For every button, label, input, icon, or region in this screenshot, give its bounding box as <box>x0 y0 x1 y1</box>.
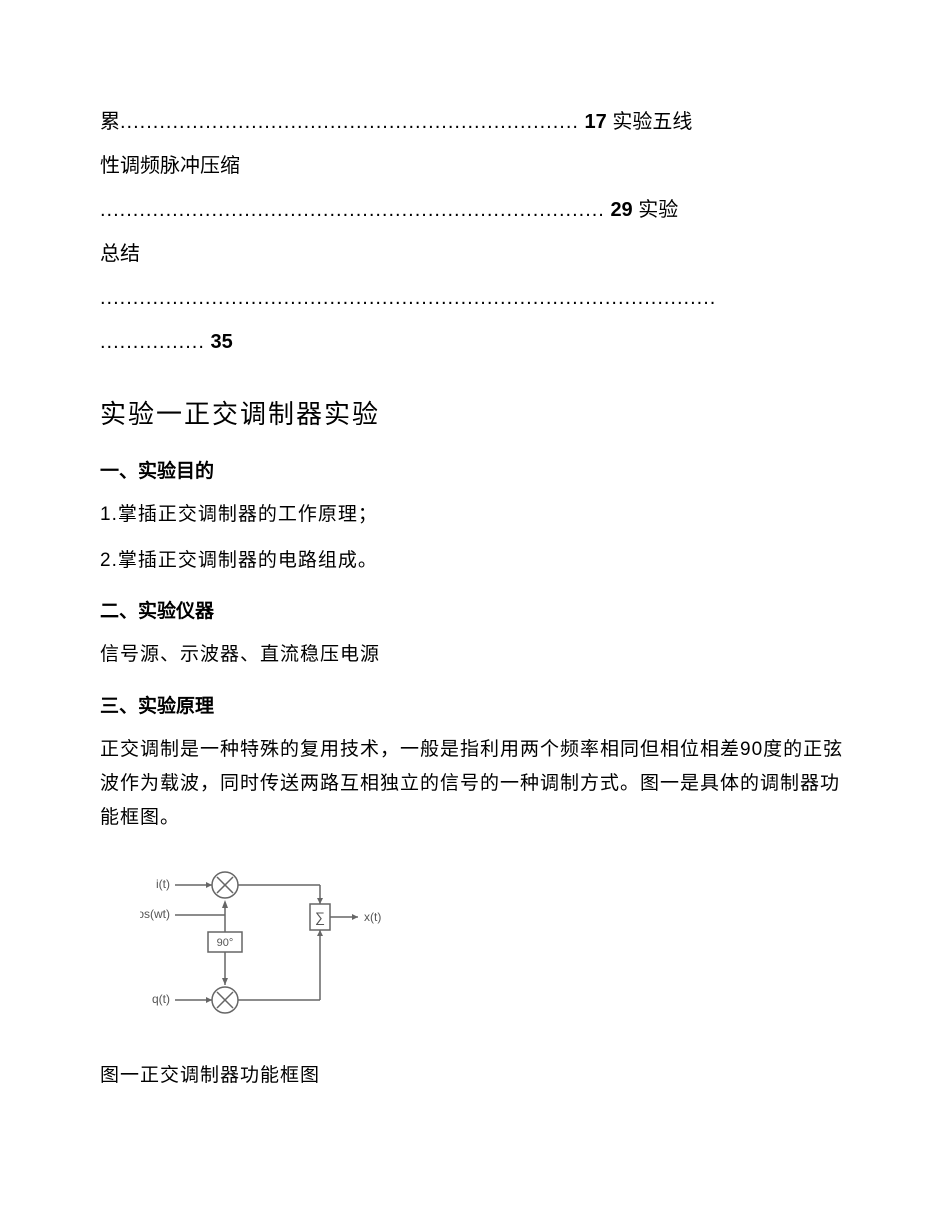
figure-caption: 图一正交调制器功能框图 <box>100 1060 850 1087</box>
toc-page: 35 <box>210 331 232 353</box>
section1-item2: 2.掌插正交调制器的电路组成。 <box>100 544 850 578</box>
subsection-2-title: 二、实验仪器 <box>100 596 850 623</box>
toc-line-1: 累.......................................… <box>100 100 850 144</box>
toc-page: 17 <box>585 111 607 133</box>
modulator-diagram: i(t) cos(wt) 90° q(t) <box>140 860 400 1040</box>
label-i: i(t) <box>156 877 170 891</box>
toc-dots: ........................................… <box>120 111 579 133</box>
section2-content: 信号源、示波器、直流稳压电源 <box>100 638 850 672</box>
diagram-svg: i(t) cos(wt) 90° q(t) <box>140 860 400 1040</box>
toc-dots: ........................................… <box>100 287 716 309</box>
toc-dots: ........................................… <box>100 199 605 221</box>
toc-prefix: 累 <box>100 111 120 133</box>
section1-item1: 1.掌插正交调制器的工作原理； <box>100 498 850 532</box>
toc-section: 累.......................................… <box>100 100 850 364</box>
subsection-3-title: 三、实验原理 <box>100 691 850 718</box>
section3-content: 正交调制是一种特殊的复用技术，一般是指利用两个频率相同但相位相差90度的正弦波作… <box>100 733 850 836</box>
toc-line-6: ................ 35 <box>100 320 850 364</box>
toc-dots: ................ <box>100 331 205 353</box>
toc-suffix: 实验 <box>633 199 679 221</box>
toc-line-3: ........................................… <box>100 188 850 232</box>
label-output: x(t) <box>364 910 381 924</box>
toc-suffix: 实验五线 <box>607 111 693 133</box>
toc-line-2: 性调频脉冲压缩 <box>100 144 850 188</box>
experiment-title: 实验一正交调制器实验 <box>100 394 850 431</box>
label-sum: ∑ <box>315 909 325 925</box>
label-90: 90° <box>217 937 234 949</box>
label-q: q(t) <box>152 992 170 1006</box>
subsection-1-title: 一、实验目的 <box>100 456 850 483</box>
toc-line-5: ........................................… <box>100 276 850 320</box>
toc-page: 29 <box>610 199 632 221</box>
toc-line-4: 总结 <box>100 232 850 276</box>
label-cos: cos(wt) <box>140 907 170 921</box>
